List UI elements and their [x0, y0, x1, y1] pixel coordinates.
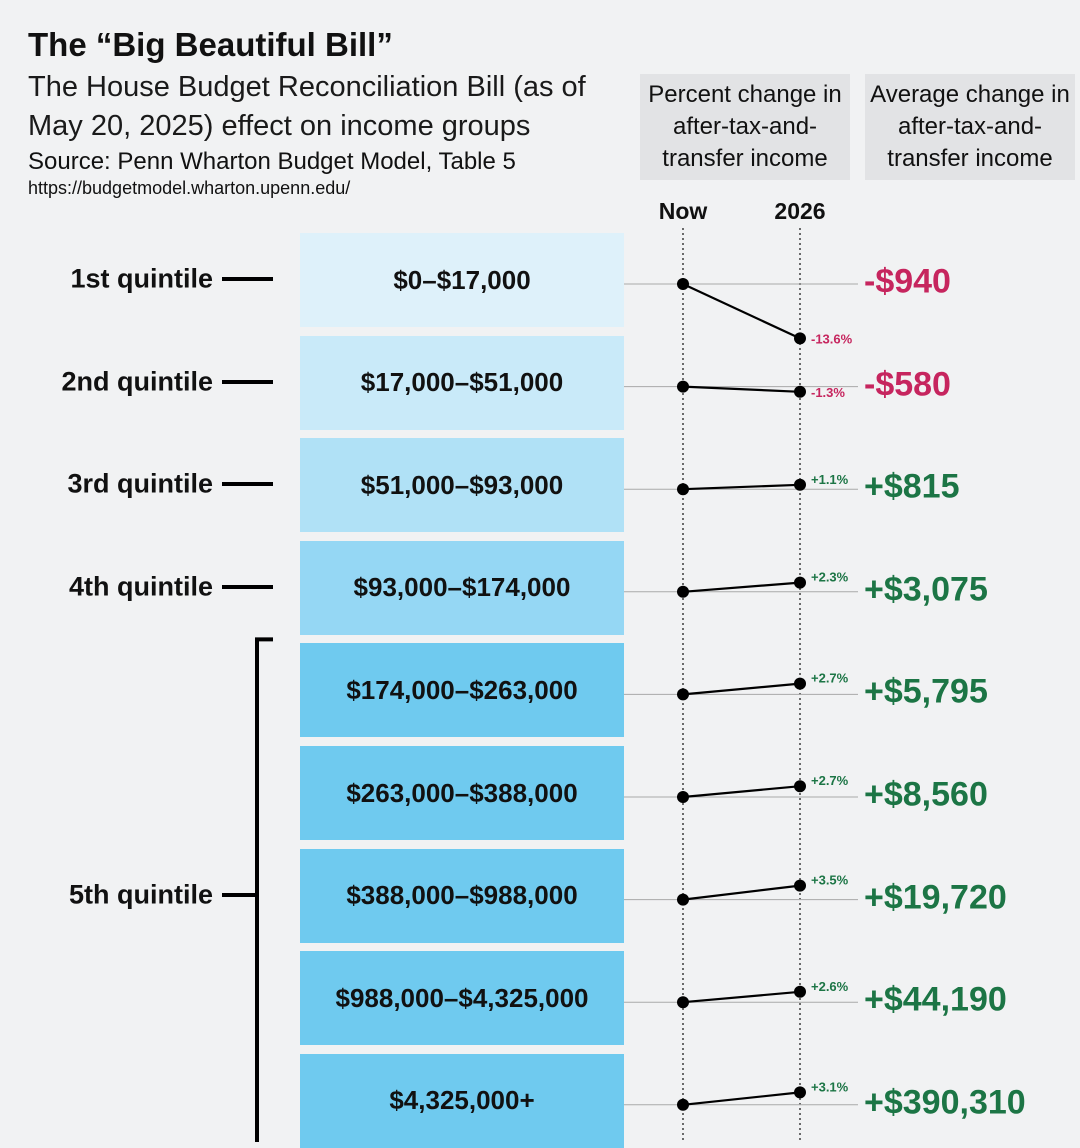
- quintile-label: 5th quintile: [69, 879, 213, 910]
- now-point: [677, 893, 689, 906]
- later-point: [794, 576, 806, 589]
- subtitle-line-2: May 20, 2025) effect on income groups: [28, 110, 531, 142]
- average-change-label: +$8,560: [864, 775, 988, 814]
- quintile-dash: [222, 379, 273, 384]
- percent-label: +3.5%: [811, 873, 849, 888]
- percent-label: +2.3%: [811, 570, 849, 585]
- slope-line: [682, 682, 801, 696]
- source-url: https://budgetmodel.wharton.upenn.edu/: [28, 178, 351, 198]
- average-change-label: -$580: [864, 365, 951, 404]
- quintile-bracket: [255, 637, 273, 1142]
- percent-label: +3.1%: [811, 1079, 849, 1094]
- slope-line: [682, 581, 801, 593]
- income-band: $17,000–$51,000: [300, 335, 624, 430]
- income-band: $93,000–$174,000: [300, 540, 624, 635]
- now-point: [677, 585, 689, 598]
- source-text: Source: Penn Wharton Budget Model, Table…: [28, 148, 516, 175]
- column-label-now: Now: [658, 198, 708, 224]
- income-band: $988,000–$4,325,000: [300, 951, 624, 1046]
- now-point: [677, 996, 689, 1009]
- percent-label: +2.6%: [811, 979, 849, 994]
- slope-line: [682, 884, 801, 901]
- now-point: [677, 688, 689, 701]
- slope-line: [682, 785, 801, 799]
- income-band: $0–$17,000: [300, 233, 624, 327]
- percent-label: +2.7%: [811, 773, 849, 788]
- later-point: [794, 677, 806, 690]
- now-point: [677, 380, 689, 393]
- income-band: $4,325,000+: [300, 1053, 624, 1148]
- income-band: $388,000–$988,000: [300, 848, 624, 943]
- now-point: [677, 791, 689, 803]
- quintile-dash: [222, 277, 273, 281]
- percent-change-header: Percent change in after-tax-and-transfer…: [640, 74, 850, 180]
- slope-line: [682, 283, 801, 340]
- column-label-2026: 2026: [774, 198, 826, 224]
- average-change-label: -$940: [864, 262, 951, 301]
- now-point: [677, 278, 689, 290]
- later-point: [794, 1086, 806, 1099]
- now-point: [677, 483, 689, 496]
- average-change-header: Average change in after-tax-and-transfer…: [865, 74, 1075, 180]
- slope-line: [682, 483, 801, 491]
- slope-line: [682, 1091, 801, 1106]
- quintile-dash: [222, 892, 258, 897]
- quintile-label: 4th quintile: [69, 571, 213, 602]
- income-band: $174,000–$263,000: [300, 643, 624, 738]
- percent-label: -1.3%: [811, 385, 845, 400]
- later-point: [794, 332, 806, 345]
- slope-line: [682, 990, 801, 1004]
- slope-line: [682, 385, 801, 393]
- later-point: [794, 985, 806, 998]
- income-band: $263,000–$388,000: [300, 746, 624, 840]
- quintile-dash: [222, 584, 273, 589]
- average-change-label: +$3,075: [864, 570, 988, 609]
- average-change-label: +$19,720: [864, 878, 1007, 917]
- average-change-label: +$815: [864, 467, 960, 506]
- later-point: [794, 478, 806, 491]
- quintile-label: 2nd quintile: [61, 366, 214, 397]
- percent-label: +1.1%: [811, 472, 849, 487]
- later-point: [794, 385, 806, 398]
- later-point: [794, 780, 806, 793]
- percent-label: -13.6%: [811, 331, 853, 346]
- quintile-label: 1st quintile: [70, 263, 213, 294]
- now-point: [677, 1098, 689, 1111]
- chart-title: The “Big Beautiful Bill”: [28, 26, 393, 63]
- average-change-label: +$5,795: [864, 672, 988, 711]
- quintile-dash: [222, 482, 273, 487]
- later-point: [794, 879, 806, 892]
- subtitle-line-1: The House Budget Reconciliation Bill (as…: [28, 71, 586, 103]
- income-band: $51,000–$93,000: [300, 438, 624, 533]
- average-change-label: +$44,190: [864, 980, 1007, 1019]
- quintile-label: 3rd quintile: [67, 468, 213, 499]
- percent-label: +2.7%: [811, 671, 849, 686]
- average-change-label: +$390,310: [864, 1083, 1026, 1122]
